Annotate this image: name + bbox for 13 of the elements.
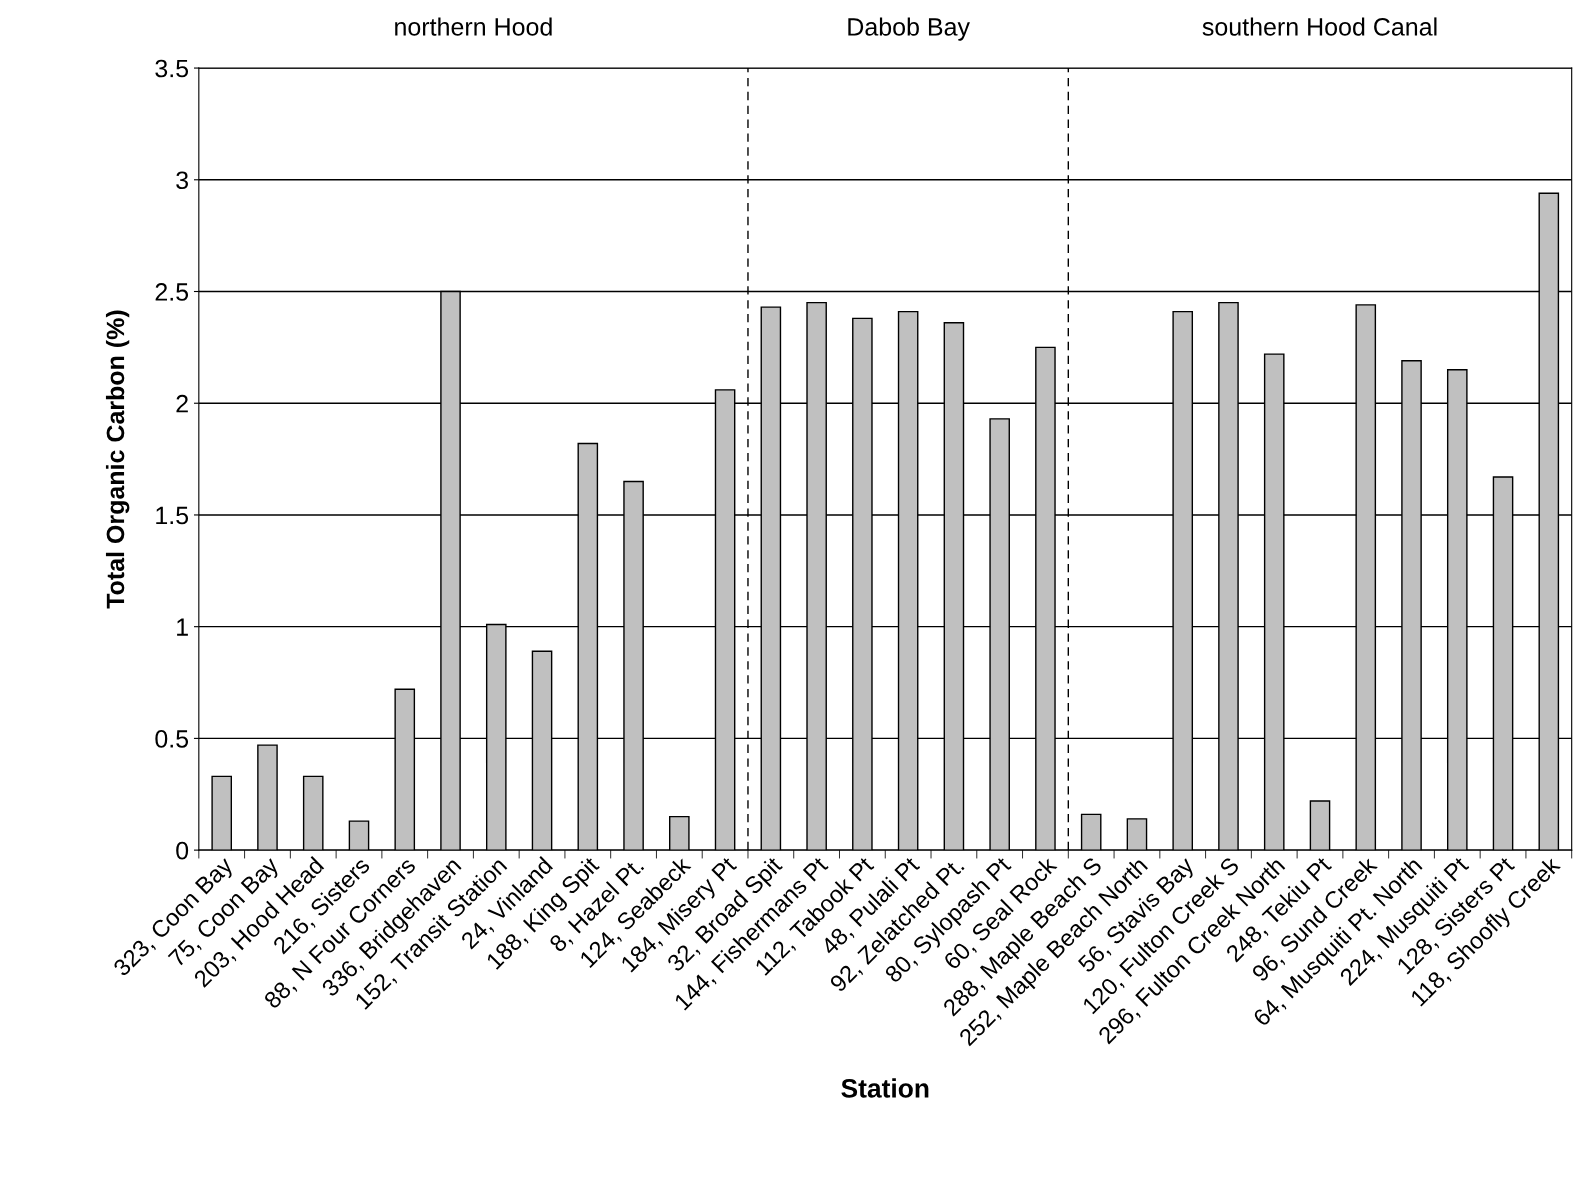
text: northern Hood — [395, 17, 552, 36]
text: Dabob Bay — [848, 17, 970, 41]
y-tick-label: 3 — [176, 171, 189, 190]
y-tick-label: 2 — [176, 394, 188, 413]
y-axis-title: Total Organic Carbon (%) — [105, 310, 130, 609]
y-tick-label: 1.5 — [156, 506, 189, 525]
x-axis-title: Station — [841, 1078, 929, 1098]
text: southern Hood Canal — [1202, 17, 1437, 36]
y-tick-label: 2.5 — [155, 283, 189, 301]
y-tick-label: 3.5 — [155, 59, 189, 78]
y-tick-label: 0 — [176, 841, 189, 860]
y-tick-label: 0.5 — [155, 730, 189, 748]
y-tick-label: 1 — [177, 618, 188, 636]
